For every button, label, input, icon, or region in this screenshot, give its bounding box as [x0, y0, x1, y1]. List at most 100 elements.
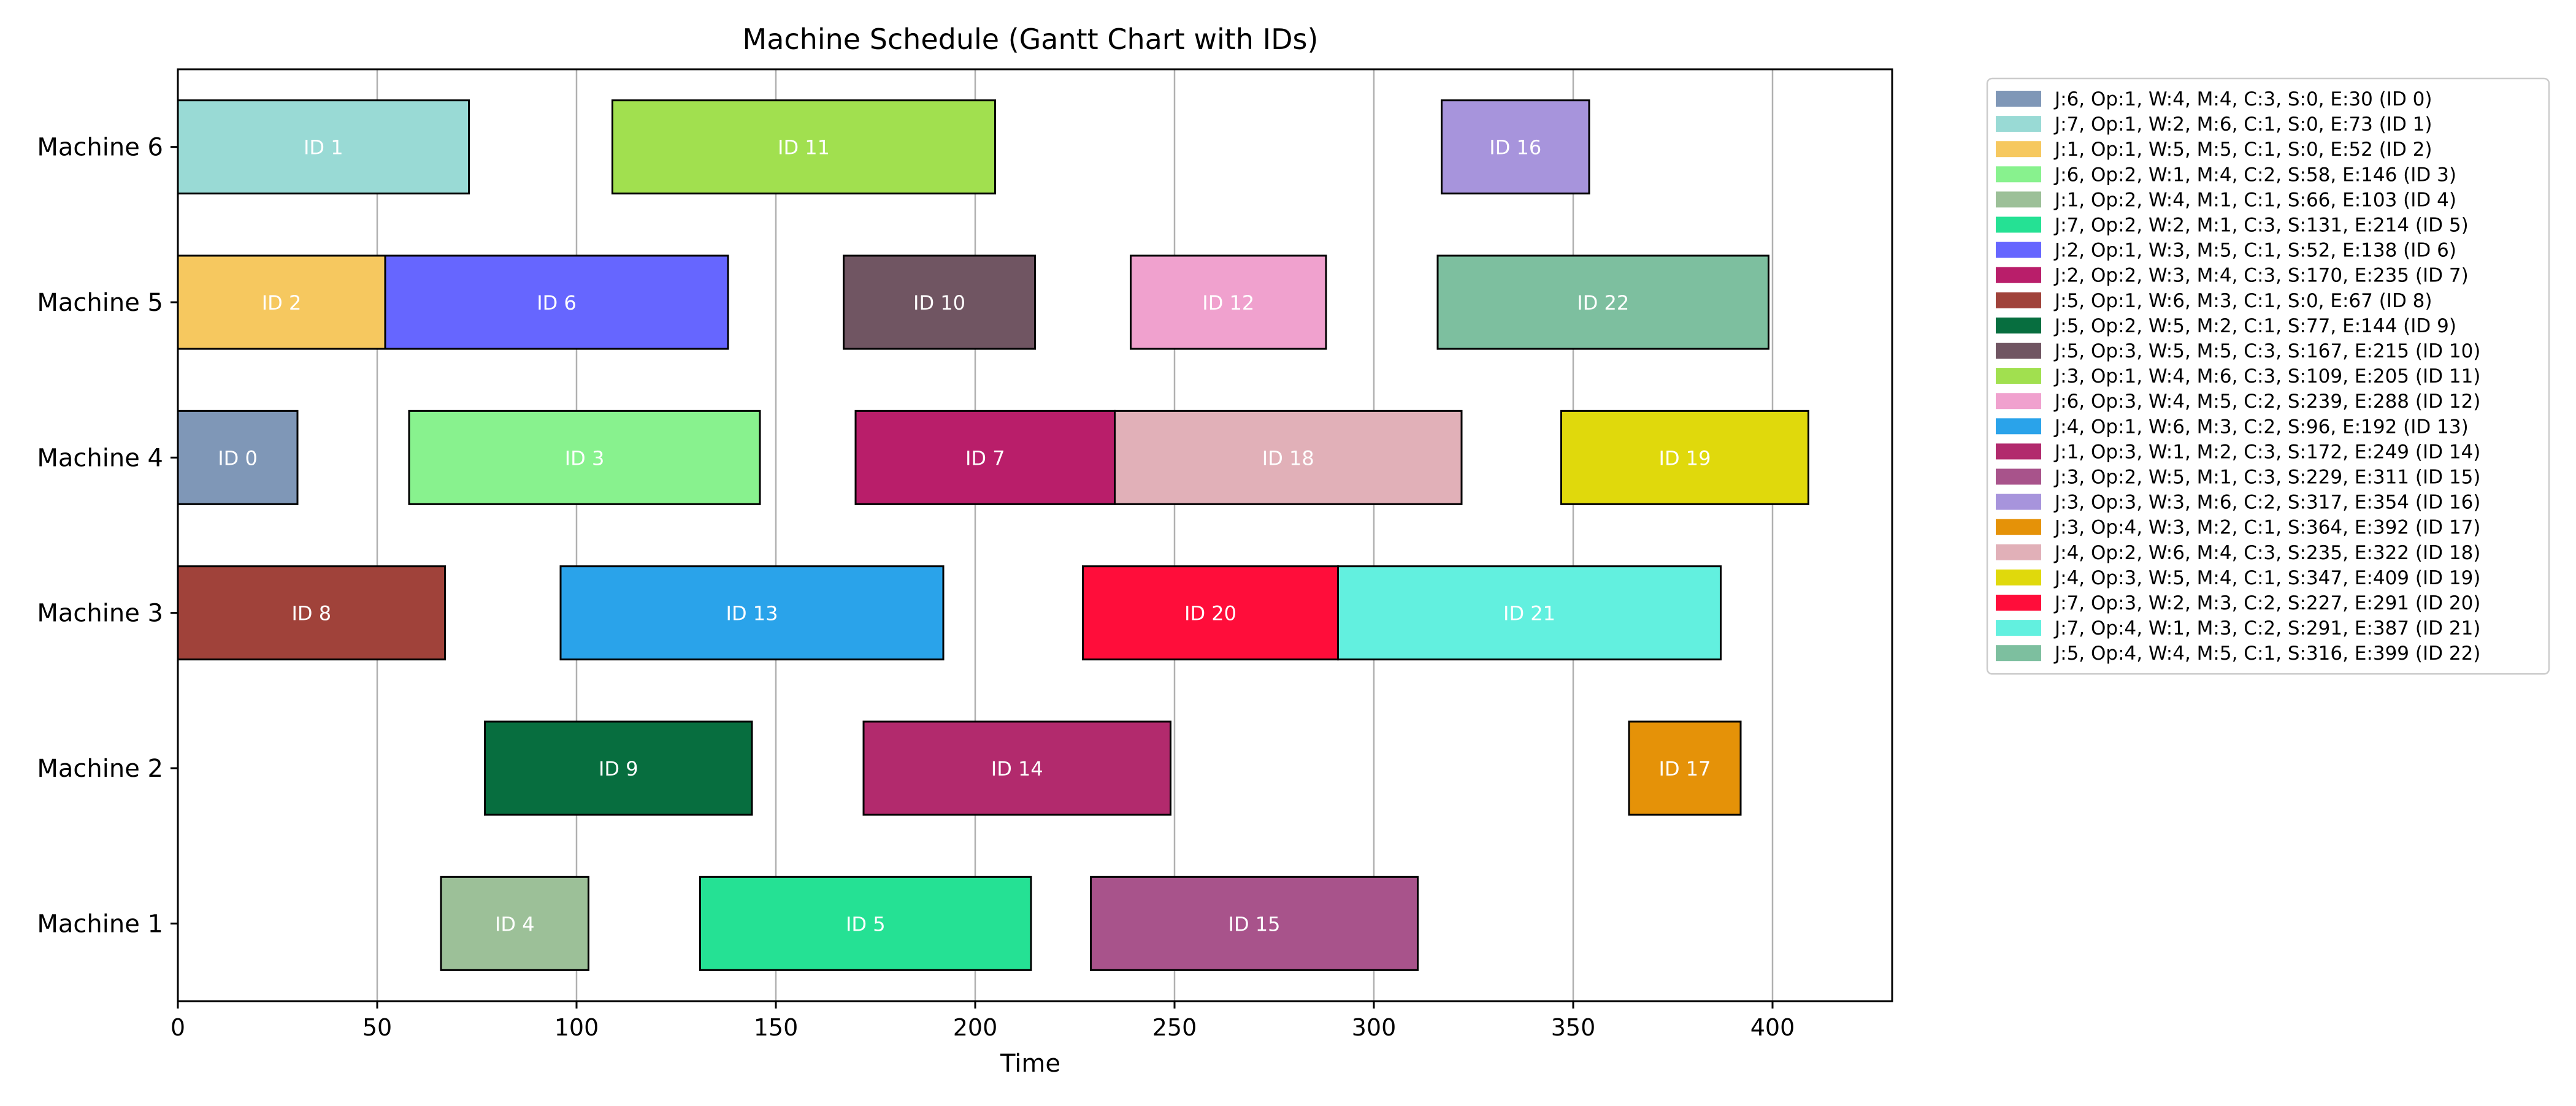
legend-swatch — [1996, 443, 2041, 460]
legend-entry-label: J:5, Op:1, W:6, M:3, C:1, S:0, E:67 (ID … — [2053, 290, 2432, 312]
x-tick-label: 100 — [554, 1014, 599, 1041]
x-tick-label: 250 — [1152, 1014, 1197, 1041]
y-tick-label: Machine 2 — [37, 755, 163, 783]
legend-entry-label: J:7, Op:2, W:2, M:1, C:3, S:131, E:214 (… — [2053, 215, 2469, 237]
task-bar — [862, 720, 1171, 816]
task-bar-label: ID 10 — [913, 291, 965, 315]
task-bar — [559, 565, 945, 661]
legend-entry-label: J:1, Op:2, W:4, M:1, C:1, S:66, E:103 (I… — [2053, 189, 2456, 211]
legend-entry-label: J:6, Op:3, W:4, M:5, C:2, S:239, E:288 (… — [2053, 391, 2480, 413]
x-tick-label: 0 — [171, 1014, 185, 1041]
x-tick-label: 400 — [1750, 1014, 1795, 1041]
task-bar-label: ID 0 — [218, 446, 258, 470]
legend-swatch — [1996, 343, 2041, 359]
x-tick-label: 350 — [1551, 1014, 1596, 1041]
legend-swatch — [1996, 620, 2041, 636]
legend-swatch — [1996, 116, 2041, 132]
legend-swatch — [1996, 645, 2041, 662]
task-bar-label: ID 6 — [537, 291, 577, 315]
task-bar — [177, 254, 386, 350]
task-bar — [1436, 254, 1769, 350]
task-bar-label: ID 12 — [1202, 291, 1254, 315]
task-bar — [1114, 410, 1463, 505]
legend-swatch — [1996, 242, 2041, 258]
plot-frame — [177, 68, 1893, 1002]
task-bar-label: ID 20 — [1184, 602, 1236, 625]
task-bar — [1628, 720, 1742, 816]
x-tick-label: 150 — [754, 1014, 799, 1041]
legend-entry-label: J:2, Op:2, W:3, M:4, C:3, S:170, E:235 (… — [2053, 265, 2469, 287]
legend-entry-label: J:3, Op:3, W:3, M:6, C:2, S:317, E:354 (… — [2053, 492, 2480, 514]
x-tick-label: 50 — [362, 1014, 392, 1041]
task-bar-label: ID 14 — [991, 757, 1043, 780]
legend-entry-label: J:2, Op:1, W:3, M:5, C:1, S:52, E:138 (I… — [2053, 240, 2456, 262]
task-bar-label: ID 16 — [1489, 136, 1541, 159]
task-bar — [177, 410, 299, 505]
legend-swatch — [1996, 544, 2041, 560]
legend-swatch — [1996, 292, 2041, 308]
y-tick-label: Machine 6 — [37, 134, 163, 162]
legend-swatch — [1996, 368, 2041, 384]
legend-swatch — [1996, 166, 2041, 183]
chart-title: Machine Schedule (Gantt Chart with IDs) — [743, 23, 1319, 56]
legend-entry-label: J:3, Op:4, W:3, M:2, C:1, S:364, E:392 (… — [2053, 517, 2480, 539]
legend-entry-label: J:5, Op:4, W:4, M:5, C:1, S:316, E:399 (… — [2053, 643, 2480, 665]
legend-entry-label: J:7, Op:1, W:2, M:6, C:1, S:0, E:73 (ID … — [2053, 113, 2432, 135]
legend-swatch — [1996, 216, 2041, 233]
legend-entry-label: J:6, Op:1, W:4, M:4, C:3, S:0, E:30 (ID … — [2053, 88, 2432, 110]
task-bar — [699, 875, 1032, 971]
task-bar-label: ID 22 — [1577, 291, 1629, 315]
task-bar — [1130, 254, 1327, 350]
task-bar-label: ID 8 — [291, 602, 331, 625]
x-tick-label: 200 — [953, 1014, 998, 1041]
axes: 0 50 100 150 200 250 300 350 400 Machine 1 Machine… — [37, 134, 1795, 1041]
legend-entry-label: J:7, Op:3, W:2, M:3, C:2, S:227, E:291 (… — [2053, 592, 2480, 614]
legend-box — [1986, 77, 2550, 675]
task-bar — [854, 410, 1116, 505]
task-bar-label: ID 18 — [1262, 446, 1314, 470]
task-bar-label: ID 13 — [726, 602, 778, 625]
task-bar — [1560, 410, 1809, 505]
task-bar-label: ID 5 — [846, 912, 886, 936]
task-bar-label: ID 11 — [778, 136, 830, 159]
legend-entry-label: J:4, Op:3, W:5, M:4, C:1, S:347, E:409 (… — [2053, 567, 2480, 589]
x-tick-label: 300 — [1352, 1014, 1397, 1041]
legend-swatch — [1996, 569, 2041, 585]
task-bar — [484, 720, 753, 816]
legend-swatch — [1996, 91, 2041, 107]
task-bar — [440, 875, 589, 971]
task-bar-label: ID 17 — [1659, 757, 1711, 780]
legend-swatch — [1996, 595, 2041, 611]
legend-entry-label: J:1, Op:1, W:5, M:5, C:1, S:0, E:52 (ID … — [2053, 139, 2432, 161]
legend-swatch — [1996, 317, 2041, 334]
task-bar — [1090, 875, 1419, 971]
legend-swatch — [1996, 191, 2041, 208]
legend-entry-label: J:5, Op:3, W:5, M:5, C:3, S:167, E:215 (… — [2053, 340, 2480, 362]
legend-swatch — [1996, 418, 2041, 435]
task-bar-label: ID 7 — [965, 446, 1005, 470]
y-tick-label: Machine 3 — [37, 600, 163, 628]
plot-frame-border — [177, 68, 1893, 1002]
task-bar-label: ID 4 — [495, 912, 535, 936]
task-bar — [177, 565, 446, 661]
task-bar — [1441, 99, 1590, 195]
legend-entry-label: J:5, Op:2, W:5, M:2, C:1, S:77, E:144 (I… — [2053, 315, 2456, 337]
legend-swatch — [1996, 468, 2041, 485]
task-bars: ID 0 ID 1 ID 2 ID 3 ID 4 ID 5 ID 6 ID 7 ID 8 ID 9… — [177, 99, 1809, 971]
legend-entry-label: J:3, Op:1, W:4, M:6, C:3, S:109, E:205 (… — [2053, 365, 2480, 387]
task-bar — [843, 254, 1036, 350]
task-bar-label: ID 1 — [304, 136, 343, 159]
legend-entry-label: J:7, Op:4, W:1, M:3, C:2, S:291, E:387 (… — [2053, 617, 2480, 639]
legend-swatch — [1996, 393, 2041, 410]
task-bar-label: ID 9 — [599, 757, 638, 780]
legend-swatch — [1996, 141, 2041, 158]
task-bar — [384, 254, 729, 350]
task-bar — [611, 99, 996, 195]
task-bar-label: ID 15 — [1229, 912, 1281, 936]
x-axis-label: Time — [1000, 1050, 1060, 1078]
task-bar — [1337, 565, 1722, 661]
task-bar — [1082, 565, 1339, 661]
legend-swatch — [1996, 267, 2041, 283]
